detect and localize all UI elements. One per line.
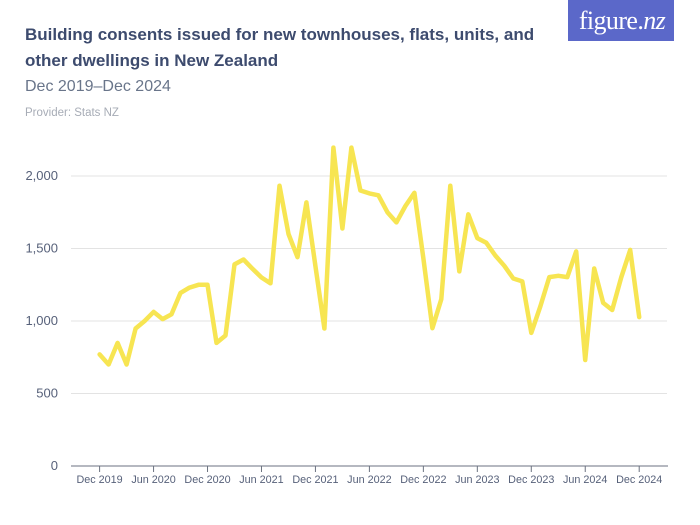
svg-text:Jun 2020: Jun 2020 bbox=[131, 474, 175, 486]
svg-text:Dec 2023: Dec 2023 bbox=[508, 474, 554, 486]
svg-text:Dec 2024: Dec 2024 bbox=[616, 474, 662, 486]
svg-text:Dec 2022: Dec 2022 bbox=[400, 474, 446, 486]
svg-text:Jun 2023: Jun 2023 bbox=[455, 474, 499, 486]
svg-text:2,000: 2,000 bbox=[25, 168, 58, 183]
svg-text:500: 500 bbox=[36, 386, 58, 401]
svg-text:1,500: 1,500 bbox=[25, 241, 58, 256]
svg-text:1,000: 1,000 bbox=[25, 313, 58, 328]
svg-text:Dec 2021: Dec 2021 bbox=[292, 474, 338, 486]
svg-text:Dec 2019: Dec 2019 bbox=[76, 474, 122, 486]
svg-text:0: 0 bbox=[51, 458, 58, 473]
svg-text:Jun 2022: Jun 2022 bbox=[347, 474, 391, 486]
svg-text:Dec 2020: Dec 2020 bbox=[184, 474, 230, 486]
svg-text:Jun 2024: Jun 2024 bbox=[563, 474, 607, 486]
svg-text:Jun 2021: Jun 2021 bbox=[239, 474, 283, 486]
